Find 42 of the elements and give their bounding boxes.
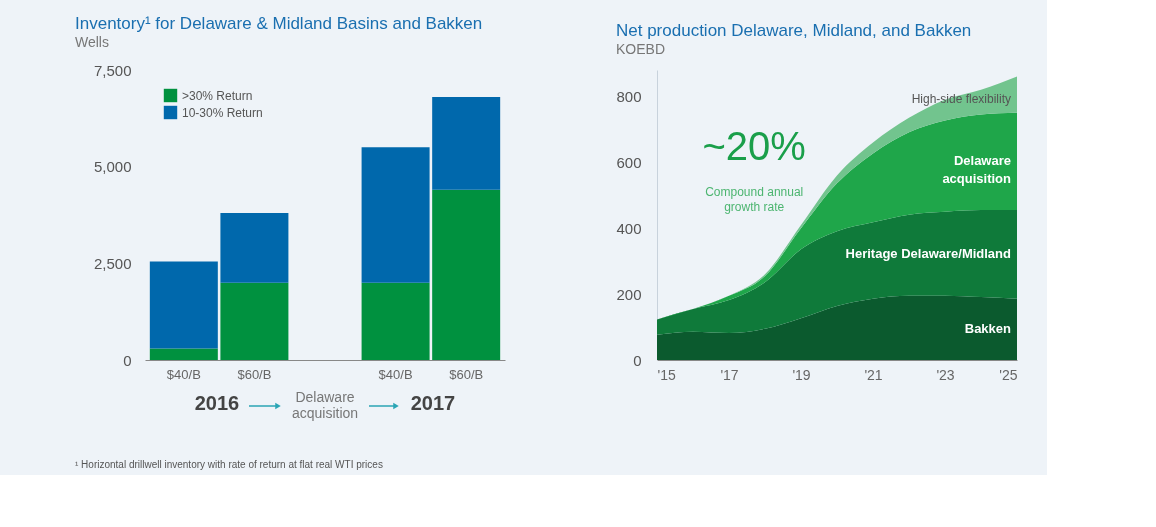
x-tick-label: $40/B <box>166 366 201 382</box>
legend-label: 10-30% Return <box>182 105 263 120</box>
legend-label: >30% Return <box>182 88 253 103</box>
bar <box>361 147 430 283</box>
series-label: Heritage Delaware/Midland <box>845 246 1012 262</box>
x-tick-label: '21 <box>864 366 883 383</box>
y-tick-label: 400 <box>616 219 642 237</box>
bar <box>149 348 218 360</box>
y-tick-label: 200 <box>616 285 642 303</box>
text: Delaware acquisition <box>291 389 359 421</box>
y-axis-title: Wells <box>75 34 109 50</box>
series-label: Bakken <box>964 321 1012 337</box>
x-tick-label: '19 <box>792 366 811 383</box>
chart-title: Net production Delaware, Midland, and Bakken <box>615 21 972 40</box>
y-tick-label: 2,500 <box>93 254 132 272</box>
y-tick-label: 0 <box>633 351 642 369</box>
x-tick-label: '23 <box>936 366 955 383</box>
bar <box>220 213 289 283</box>
y-tick-label: 0 <box>123 351 132 369</box>
bar <box>149 261 218 349</box>
series-label: Delaware acquisition <box>942 153 1012 187</box>
bar <box>432 189 501 360</box>
x-tick-label: $60/B <box>449 366 484 382</box>
annotation: ~20% <box>702 124 806 169</box>
text: 2017 <box>410 392 456 414</box>
chart-title: Inventory¹ for Delaware & Midland Basins and Bakken <box>75 14 483 33</box>
bar <box>220 282 289 360</box>
bar <box>432 97 501 190</box>
x-tick-label: $60/B <box>237 366 272 382</box>
x-tick-label: '17 <box>720 366 739 383</box>
y-axis-title: KOEBD <box>615 41 665 57</box>
y-tick-label: 600 <box>616 153 642 171</box>
x-tick-label: $40/B <box>378 366 413 382</box>
text: ¹ Horizontal drillwell inventory with rate of return at flat real WTI prices <box>75 459 383 470</box>
bar <box>361 282 430 360</box>
annotation: Compound annual growth rate <box>705 184 804 214</box>
x-tick-label: '25 <box>999 366 1018 383</box>
x-tick-label: '15 <box>657 366 676 383</box>
y-tick-label: 7,500 <box>93 61 132 79</box>
y-tick-label: 800 <box>616 87 642 105</box>
y-tick-label: 5,000 <box>93 158 132 176</box>
text: 2016 <box>194 392 240 414</box>
